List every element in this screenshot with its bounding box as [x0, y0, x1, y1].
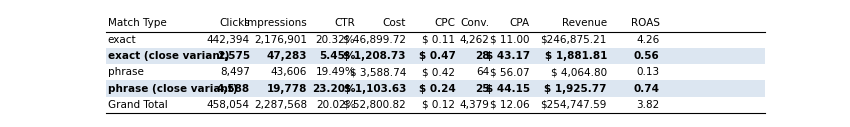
- Text: Impressions: Impressions: [245, 18, 307, 28]
- Text: $ 0.24: $ 0.24: [419, 84, 456, 94]
- Text: 3.82: 3.82: [637, 100, 660, 110]
- Text: 28: 28: [475, 51, 490, 61]
- Text: 43,606: 43,606: [271, 67, 307, 77]
- Text: 47,283: 47,283: [267, 51, 307, 61]
- Text: 4,588: 4,588: [217, 84, 250, 94]
- Text: $ 4,064.80: $ 4,064.80: [551, 67, 607, 77]
- Text: 64: 64: [476, 67, 490, 77]
- Text: $ 11.00: $ 11.00: [490, 35, 530, 45]
- Text: exact: exact: [108, 35, 136, 45]
- Text: $ 46,899.72: $ 46,899.72: [343, 35, 406, 45]
- Text: $ 0.47: $ 0.47: [418, 51, 456, 61]
- Text: 4,262: 4,262: [460, 35, 490, 45]
- Text: $ 1,208.73: $ 1,208.73: [343, 51, 406, 61]
- Text: 19,778: 19,778: [267, 84, 307, 94]
- Text: 458,054: 458,054: [207, 100, 250, 110]
- Text: 8,497: 8,497: [220, 67, 250, 77]
- Text: $ 1,881.81: $ 1,881.81: [545, 51, 607, 61]
- Text: 2,176,901: 2,176,901: [254, 35, 307, 45]
- Text: CTR: CTR: [335, 18, 355, 28]
- Text: $254,747.59: $254,747.59: [541, 100, 607, 110]
- Text: 0.74: 0.74: [633, 84, 660, 94]
- Text: 25: 25: [475, 84, 490, 94]
- Text: 0.13: 0.13: [637, 67, 660, 77]
- Bar: [106, 64, 765, 80]
- Text: $246,875.21: $246,875.21: [541, 35, 607, 45]
- Text: CPC: CPC: [434, 18, 456, 28]
- Text: 442,394: 442,394: [207, 35, 250, 45]
- Text: 2,287,568: 2,287,568: [254, 100, 307, 110]
- Text: 2,575: 2,575: [217, 51, 250, 61]
- Text: $ 43.17: $ 43.17: [485, 51, 530, 61]
- Text: $ 3,588.74: $ 3,588.74: [349, 67, 406, 77]
- Text: 0.56: 0.56: [634, 51, 660, 61]
- Text: Revenue: Revenue: [562, 18, 607, 28]
- Text: Cost: Cost: [382, 18, 406, 28]
- Text: Match Type: Match Type: [108, 18, 167, 28]
- Bar: [106, 15, 765, 31]
- Text: exact (close variant): exact (close variant): [108, 51, 229, 61]
- Text: Grand Total: Grand Total: [108, 100, 167, 110]
- Text: $ 0.42: $ 0.42: [422, 67, 456, 77]
- Bar: [106, 97, 765, 113]
- Text: 5.45%: 5.45%: [319, 51, 355, 61]
- Text: $ 44.15: $ 44.15: [485, 84, 530, 94]
- Text: 4.26: 4.26: [637, 35, 660, 45]
- Bar: [106, 80, 765, 97]
- Text: $ 12.06: $ 12.06: [490, 100, 530, 110]
- Text: 20.02%: 20.02%: [315, 100, 355, 110]
- Bar: [106, 48, 765, 64]
- Text: 20.32%: 20.32%: [315, 35, 355, 45]
- Text: 23.20%: 23.20%: [312, 84, 355, 94]
- Text: phrase: phrase: [108, 67, 144, 77]
- Text: 19.49%: 19.49%: [315, 67, 355, 77]
- Text: $ 1,925.77: $ 1,925.77: [544, 84, 607, 94]
- Text: $ 1,103.63: $ 1,103.63: [343, 84, 406, 94]
- Text: $ 56.07: $ 56.07: [490, 67, 530, 77]
- Text: CPA: CPA: [510, 18, 530, 28]
- Text: ROAS: ROAS: [631, 18, 660, 28]
- Text: phrase (close variant): phrase (close variant): [108, 84, 237, 94]
- Text: $ 0.11: $ 0.11: [422, 35, 456, 45]
- Text: Clicks: Clicks: [219, 18, 250, 28]
- Text: 4,379: 4,379: [460, 100, 490, 110]
- Text: $ 0.12: $ 0.12: [422, 100, 456, 110]
- Text: Conv.: Conv.: [461, 18, 490, 28]
- Text: $ 52,800.82: $ 52,800.82: [343, 100, 406, 110]
- Bar: [106, 31, 765, 48]
